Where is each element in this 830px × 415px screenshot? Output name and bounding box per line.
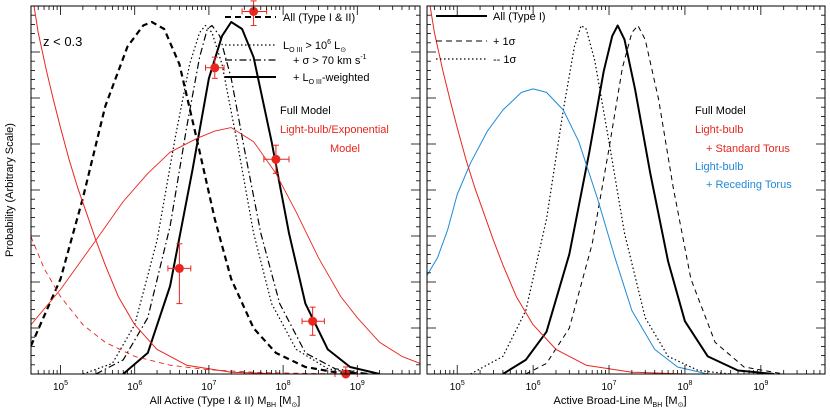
left-series-3-line bbox=[122, 21, 380, 374]
right-lightbulb-blue-label: Light-bulb bbox=[695, 161, 743, 173]
left-series-0-line bbox=[31, 20, 371, 374]
left-legend-entry-weighted: + LO III-weighted bbox=[293, 72, 370, 86]
right-x-tick-label: 107 bbox=[602, 380, 617, 393]
left-x-tick-label: 109 bbox=[350, 380, 365, 393]
right-legend-entry-minus: -- 1σ bbox=[493, 54, 517, 66]
left-legend: All (Type I & II) LO III > 106 L⊙ + σ > … bbox=[225, 12, 370, 86]
left-series-6-line bbox=[33, 6, 284, 374]
left-model-label: Model bbox=[330, 143, 360, 155]
left-full-model-label: Full Model bbox=[280, 105, 331, 117]
left-x-tick-label: 105 bbox=[53, 380, 68, 393]
right-x-ticks bbox=[426, 6, 826, 374]
left-panel: 105 106 107 108 109 z < 0.3 All (Type I & II… bbox=[30, 0, 421, 409]
left-lightbulb-label: Light-bulb/Exponential bbox=[280, 124, 389, 136]
left-x-tick-labels: 105 106 107 108 109 bbox=[53, 380, 365, 393]
left-series-5-line bbox=[31, 236, 358, 374]
left-data-point-4 bbox=[301, 306, 325, 336]
right-x-tick-label: 105 bbox=[450, 380, 465, 393]
right-full-model-label: Full Model bbox=[695, 105, 746, 117]
right-legend-entry-plus: + 1σ bbox=[493, 36, 516, 48]
right-x-tick-label: 108 bbox=[677, 380, 692, 393]
right-x-tick-label: 109 bbox=[753, 380, 768, 393]
right-series-0-line bbox=[502, 24, 775, 374]
left-series-4-line bbox=[31, 127, 420, 364]
right-series-3-line bbox=[427, 88, 708, 374]
left-data-points bbox=[167, 0, 358, 379]
y-axis-label: Probability (Arbitrary Scale) bbox=[4, 123, 16, 257]
left-data-point-1 bbox=[205, 56, 225, 79]
right-receding-torus-label: + Receding Torus bbox=[706, 179, 792, 191]
left-plot-frame bbox=[30, 5, 421, 375]
left-curves bbox=[31, 6, 420, 374]
right-series-1-line bbox=[525, 25, 784, 374]
right-series-4-line bbox=[429, 6, 685, 374]
right-x-tick-labels: 105 106 107 108 109 bbox=[450, 380, 769, 393]
left-data-point-3 bbox=[263, 144, 290, 174]
left-x-tick-label: 108 bbox=[276, 380, 291, 393]
left-y-ticks bbox=[31, 5, 420, 375]
right-y-ticks bbox=[427, 5, 825, 375]
left-data-point-0 bbox=[167, 243, 192, 305]
left-series-2-line bbox=[95, 24, 371, 374]
left-legend-entry-sigma: + σ > 70 km s-1 bbox=[293, 54, 367, 67]
left-x-tick-label: 107 bbox=[201, 380, 216, 393]
right-standard-torus-label: + Standard Torus bbox=[706, 143, 790, 155]
left-data-point-2 bbox=[241, 0, 268, 27]
right-x-tick-label: 106 bbox=[526, 380, 541, 393]
right-legend-entry-all: All (Type I) bbox=[493, 11, 546, 23]
right-curves bbox=[427, 6, 784, 374]
left-x-ticks bbox=[30, 6, 421, 374]
left-legend-entry-loiii: LO III > 106 L⊙ bbox=[283, 39, 346, 54]
right-panel: 105 106 107 108 109 All (Type I) + 1σ -- 1σ … bbox=[426, 5, 826, 409]
right-x-axis-label: Active Broad-Line MBH [M⊙] bbox=[553, 395, 686, 409]
left-annotation: z < 0.3 bbox=[43, 34, 82, 49]
right-series-2-line bbox=[470, 24, 731, 374]
left-legend-entry-all: All (Type I & II) bbox=[283, 12, 355, 24]
left-x-tick-label: 106 bbox=[127, 380, 142, 393]
right-lightbulb-red-label: Light-bulb bbox=[695, 124, 743, 136]
left-x-axis-label: All Active (Type I & II) MBH [M⊙] bbox=[150, 395, 301, 409]
right-legend: All (Type I) + 1σ -- 1σ bbox=[436, 11, 546, 66]
